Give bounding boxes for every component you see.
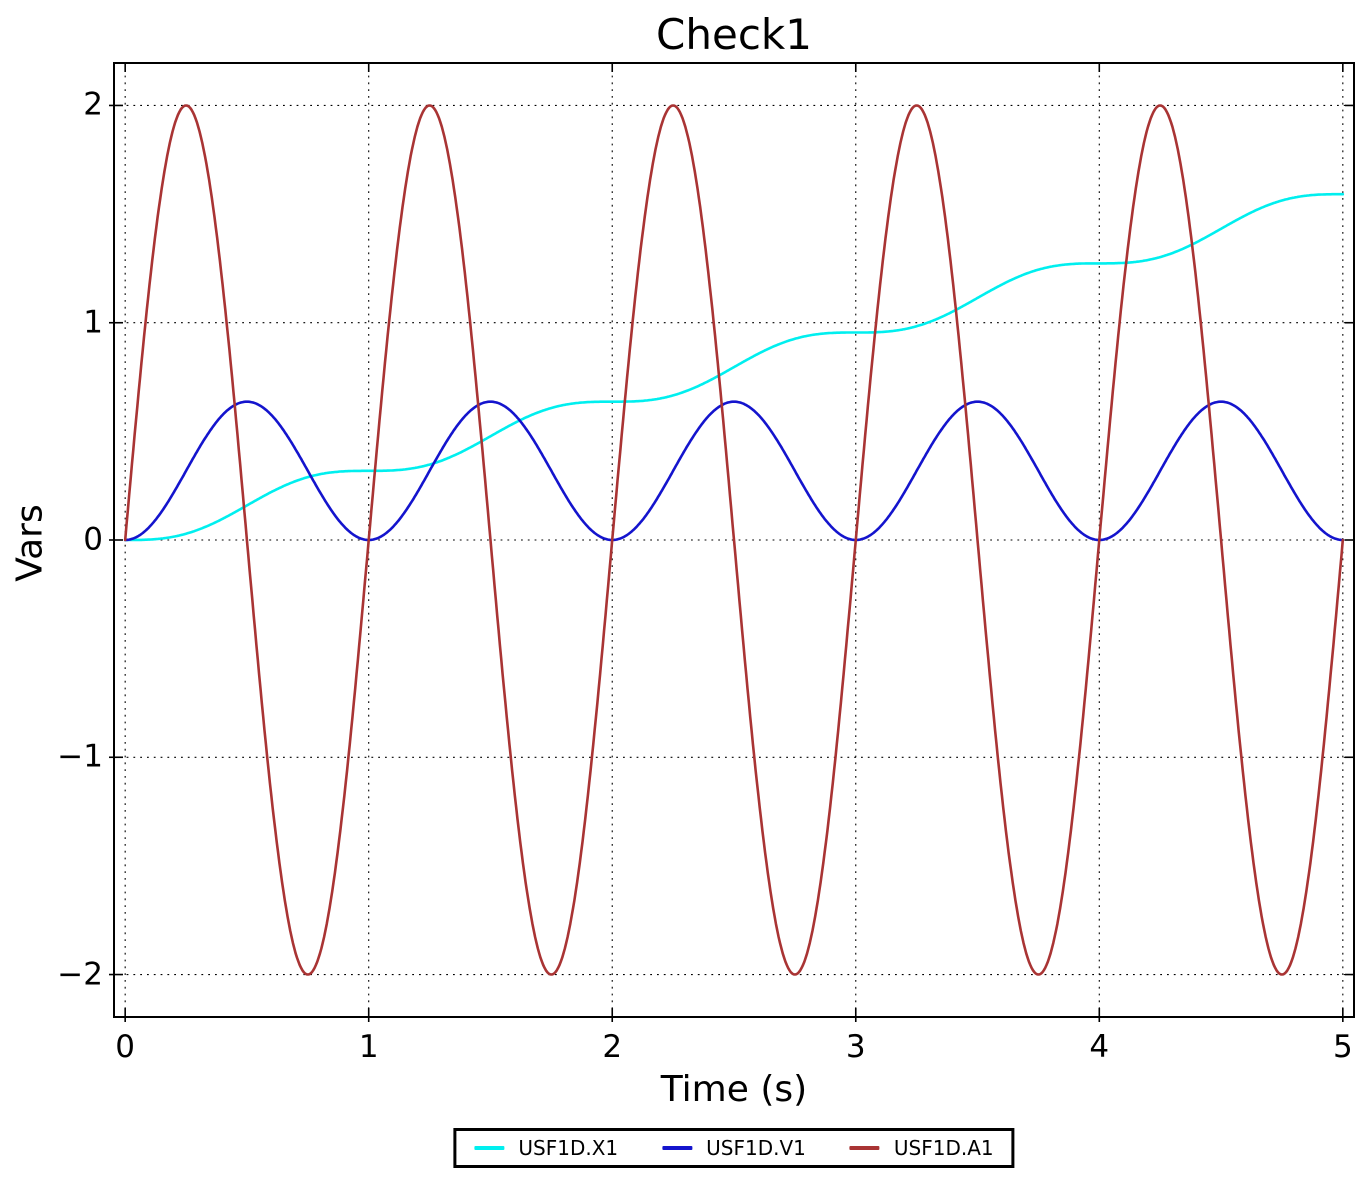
legend-label: USF1D.A1: [893, 1136, 994, 1160]
x-axis-title: Time (s): [660, 1069, 808, 1110]
y-tick-label: −1: [57, 738, 103, 775]
legend-line-sample: [474, 1146, 505, 1150]
y-tick-label: 2: [83, 86, 103, 123]
series-line-USF1D.V1: [123, 400, 1345, 542]
series-line-USF1D.X1: [123, 192, 1345, 542]
legend: USF1D.X1 USF1D.V1 USF1D.A1: [453, 1128, 1015, 1168]
x-tick-label: 2: [602, 1029, 623, 1065]
legend-line-sample: [662, 1146, 693, 1150]
x-tick-label: 4: [1089, 1029, 1110, 1065]
series-line-USF1D.A1: [123, 104, 1345, 976]
y-tick-label: 0: [83, 521, 103, 558]
x-tick-label: 3: [845, 1029, 866, 1065]
legend-item: USF1D.V1: [662, 1136, 806, 1160]
x-tick-label: 5: [1332, 1029, 1353, 1065]
x-tick-label: 1: [358, 1029, 379, 1065]
y-tick-label: 1: [83, 304, 103, 341]
chart-title: Check1: [656, 10, 812, 59]
legend-label: USF1D.V1: [706, 1136, 806, 1160]
legend-line-sample: [849, 1146, 880, 1150]
legend-item: USF1D.A1: [849, 1136, 994, 1160]
plot-canvas: [109, 62, 1355, 1022]
axes-border: [113, 62, 1355, 1018]
y-tick-label: −2: [57, 956, 103, 993]
legend-label: USF1D.X1: [518, 1136, 619, 1160]
x-tick-label: 0: [115, 1029, 136, 1065]
y-axis-title: Vars: [9, 504, 51, 582]
legend-item: USF1D.X1: [474, 1136, 618, 1160]
